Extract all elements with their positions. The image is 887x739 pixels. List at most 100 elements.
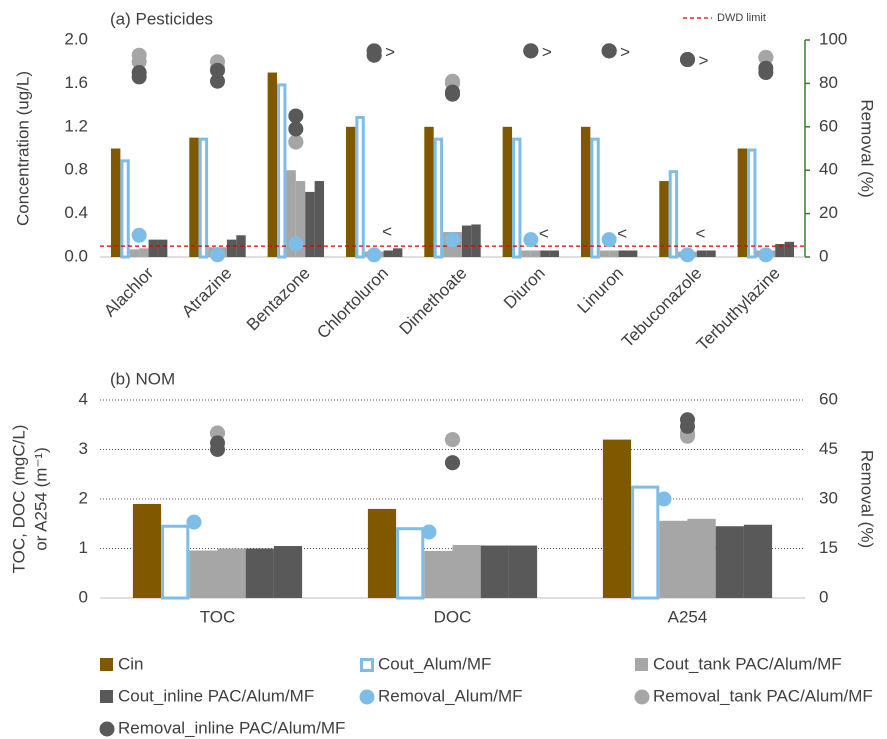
bar [226, 239, 237, 257]
y-tick-label: 2 [79, 488, 88, 507]
bar [530, 250, 541, 257]
bar [217, 548, 246, 598]
legend-label: Removal_Alum/MF [378, 686, 523, 705]
y-tick-label: 0 [79, 587, 88, 606]
legend-marker [634, 689, 650, 705]
bar [345, 126, 356, 257]
bar [775, 243, 785, 257]
removal-point [421, 524, 437, 540]
annotation: > [620, 42, 630, 61]
y-tick-label: 1.6 [64, 73, 88, 92]
bar [508, 545, 538, 598]
legend-label: Cout_tank PAC/Alum/MF [653, 654, 842, 673]
bar [132, 503, 162, 598]
legend-marker [100, 690, 113, 703]
x-tick-label: TOC [200, 607, 236, 626]
bar [471, 224, 481, 257]
x-tick-label: A254 [668, 607, 708, 626]
legend-label: Cout_inline PAC/Alum/MF [118, 686, 314, 705]
bar [424, 550, 453, 598]
bar [609, 250, 619, 257]
bar [189, 137, 199, 257]
y-tick-label: 0.8 [64, 160, 88, 179]
bar [659, 181, 669, 257]
limit-legend-label: DWD limit [717, 12, 766, 24]
y-tick-label: 2.0 [64, 29, 88, 48]
bar [747, 148, 757, 259]
removal-point [656, 491, 672, 507]
legend-marker [100, 658, 113, 671]
bar [148, 239, 158, 257]
removal-point [523, 43, 539, 59]
bar [743, 524, 773, 598]
removal-point [523, 232, 539, 248]
y2-tick-label: 30 [819, 488, 838, 507]
removal-point [758, 49, 774, 65]
y-tick-label: 1.2 [64, 116, 88, 135]
y2-tick-label: 60 [819, 389, 838, 408]
bar [396, 527, 425, 600]
bar [696, 250, 707, 257]
bar [424, 126, 434, 257]
bar [120, 159, 130, 259]
bar [110, 148, 121, 257]
removal-point [131, 227, 147, 243]
bar [433, 137, 444, 259]
bar [715, 526, 744, 598]
bar [549, 250, 560, 257]
bar [305, 191, 315, 257]
y2-tick-label: 20 [819, 203, 838, 222]
bar [295, 181, 306, 257]
panel-title: (a) Pesticides [110, 9, 213, 28]
y2-tick-label: 80 [819, 73, 838, 92]
bar [618, 250, 628, 257]
bar [367, 508, 397, 598]
removal-point [601, 43, 617, 59]
bar [668, 170, 679, 259]
removal-point [445, 232, 460, 248]
bar [461, 225, 472, 257]
y-tick-label: 0.4 [64, 203, 88, 222]
bar [737, 148, 748, 257]
bar [784, 241, 795, 257]
removal-point [210, 73, 225, 89]
bar [139, 248, 149, 257]
bar [706, 250, 716, 257]
legend-marker [99, 721, 115, 737]
removal-point [758, 65, 774, 81]
removal-point [445, 86, 460, 102]
removal-point [210, 62, 225, 78]
y2-tick-label: 45 [819, 439, 838, 458]
y-tick-label: 1 [79, 538, 88, 557]
y2-axis-title: Removal (%) [858, 450, 877, 548]
panel-title: (b) NOM [110, 369, 175, 388]
removal-point [131, 69, 147, 85]
removal-point [288, 134, 304, 150]
bar [599, 250, 610, 257]
bar [273, 546, 303, 598]
bar [383, 250, 393, 257]
bar [277, 83, 287, 259]
y2-tick-label: 0 [819, 587, 828, 606]
y2-tick-label: 60 [819, 116, 838, 135]
y-axis-title: Concentration (ug/L) [13, 71, 32, 226]
legend-label: Cout_Alum/MF [378, 654, 491, 673]
removal-point [131, 54, 147, 70]
bar [590, 137, 600, 259]
bar [521, 250, 531, 257]
annotation: < [696, 224, 706, 243]
annotation: > [699, 51, 709, 70]
removal-point [288, 108, 304, 124]
x-tick-label: DOC [434, 607, 472, 626]
removal-point [210, 442, 225, 457]
y-axis-title: or A254 (m⁻¹) [31, 447, 50, 550]
bar [245, 548, 274, 598]
bar [602, 439, 632, 598]
annotation: < [382, 222, 392, 241]
bar [540, 250, 550, 257]
legend-marker [635, 658, 648, 671]
bar [580, 126, 591, 257]
removal-point [186, 514, 202, 530]
